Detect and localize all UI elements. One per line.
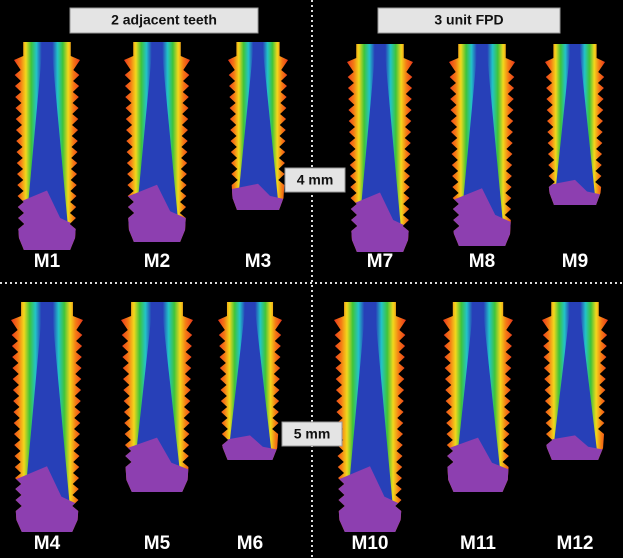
- header-right: 3 unit FPD: [434, 12, 503, 28]
- model-label: M12: [557, 533, 594, 554]
- model-label: M9: [562, 251, 588, 272]
- model-label: M5: [144, 533, 171, 554]
- implant: [443, 302, 513, 492]
- implant: [11, 302, 83, 532]
- model-label: M11: [460, 533, 496, 554]
- model-label: M2: [144, 251, 170, 272]
- model-label: M7: [367, 251, 393, 272]
- implant: [124, 42, 190, 242]
- figure: 2 adjacent teeth 3 unit FPD 4 mm 5 mm M1…: [0, 0, 623, 558]
- model-label: M4: [34, 533, 61, 554]
- implant: [347, 44, 413, 252]
- model-label: M10: [352, 533, 389, 554]
- length-label: 4 mm: [297, 172, 334, 188]
- model-label: M1: [34, 251, 61, 272]
- implant: [121, 302, 193, 492]
- implant: [14, 42, 80, 250]
- header-left: 2 adjacent teeth: [111, 12, 217, 28]
- length-label: 5 mm: [294, 426, 331, 442]
- implant: [218, 302, 282, 460]
- implant: [542, 302, 608, 460]
- page: {"header": {"left": "2 adjacent teeth", …: [0, 0, 623, 558]
- model-label: M3: [245, 251, 271, 272]
- model-label: M8: [469, 251, 495, 272]
- implant: [334, 302, 406, 532]
- implant: [449, 44, 515, 246]
- implant: [545, 44, 605, 205]
- background: [0, 0, 623, 558]
- implant: [228, 42, 288, 210]
- model-label: M6: [237, 533, 263, 554]
